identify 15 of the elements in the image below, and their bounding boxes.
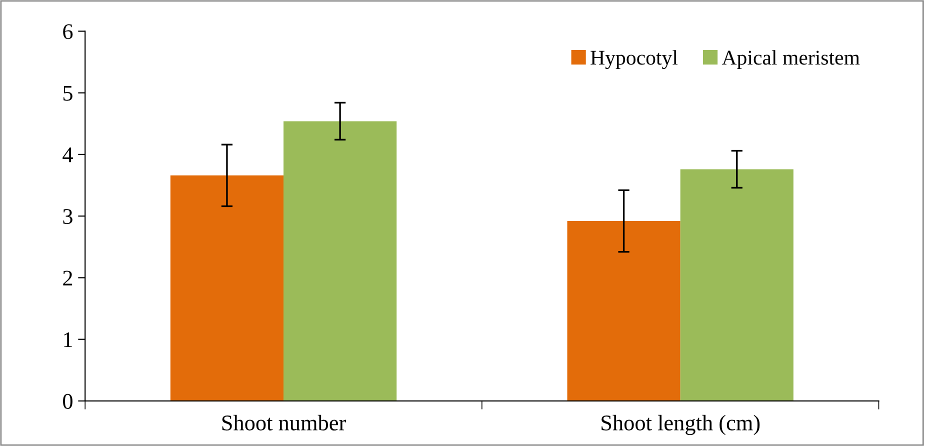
x-tick-label: Shoot length (cm) <box>602 414 760 436</box>
y-tick-label: 6 <box>63 24 73 40</box>
y-tick-label: 1 <box>64 332 72 348</box>
y-tick-label: 4 <box>62 148 73 162</box>
bar <box>680 169 794 401</box>
y-tick-label: 5 <box>63 86 72 101</box>
bar <box>567 221 680 401</box>
y-tick-label: 3 <box>63 209 72 224</box>
bar <box>284 121 397 401</box>
legend-label: Apical meristem <box>722 50 860 69</box>
legend-label: Hypocotyl <box>590 50 678 70</box>
y-tick-label: 0 <box>63 394 72 409</box>
y-tick-label: 2 <box>63 270 72 286</box>
bar <box>170 175 284 401</box>
x-tick-label: Shoot number <box>222 414 346 430</box>
